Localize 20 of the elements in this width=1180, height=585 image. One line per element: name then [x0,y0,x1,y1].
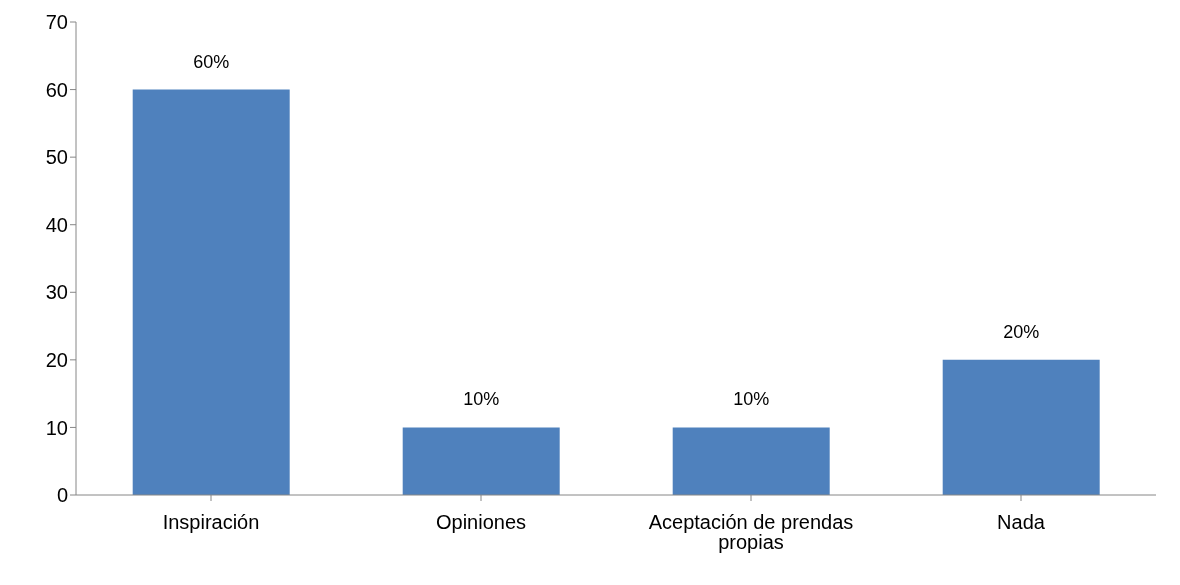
x-tick-label: Opiniones [435,511,527,534]
data-label: 10% [733,389,770,410]
bar [132,89,290,495]
y-tick-label: 70 [45,11,68,34]
y-tick-label: 30 [45,281,68,304]
y-tick-label: 40 [45,213,68,236]
data-label: 10% [463,389,500,410]
data-label: 20% [1003,321,1040,342]
x-tick-label: Nada [997,511,1046,534]
bar [942,359,1100,495]
data-label: 60% [193,51,230,72]
y-tick-label: 20 [45,348,68,371]
y-tick-label: 50 [45,146,68,169]
x-tick-label: Inspiración [162,511,260,534]
y-tick-label: 10 [45,416,68,439]
x-tick-label: Aceptación de prendas propias [648,511,854,554]
bar [672,427,830,495]
bar [402,427,560,495]
y-tick-label: 0 [56,484,68,507]
y-tick-label: 60 [45,78,68,101]
